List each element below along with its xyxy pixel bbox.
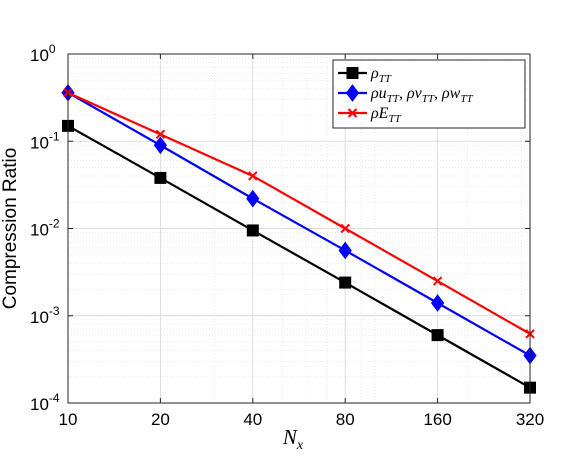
legend-entry: ρETT xyxy=(338,105,402,125)
data-point xyxy=(340,223,350,234)
legend-label: ρETT xyxy=(370,105,402,125)
series-layer xyxy=(61,83,537,394)
data-point xyxy=(246,224,259,237)
x-tick-label: 80 xyxy=(336,410,355,429)
x-tick-label: 160 xyxy=(423,410,451,429)
y-tick-label: 100 xyxy=(30,42,56,65)
legend-label: ρTT xyxy=(370,65,392,85)
y-tick-label: 10-3 xyxy=(30,304,60,327)
series-line xyxy=(67,91,531,335)
data-point xyxy=(432,276,443,286)
series-line xyxy=(67,91,531,357)
x-tick-label: 10 xyxy=(59,410,78,429)
y-tick-label: 10-2 xyxy=(30,217,60,240)
series xyxy=(62,119,536,394)
data-point xyxy=(430,294,445,312)
y-tick-label: 10-4 xyxy=(30,391,60,414)
axis-labels: 10 20 40 80 160 320 10-4 10-3 10-2 10-1 100 Compres… xyxy=(0,42,544,453)
data-point xyxy=(345,84,360,102)
y-axis-label: Compression Ratio xyxy=(0,148,21,310)
data-point xyxy=(153,136,168,155)
data-point xyxy=(154,171,167,184)
x-tick-label: 40 xyxy=(243,410,262,429)
data-point xyxy=(339,276,352,289)
ticks xyxy=(67,53,531,404)
legend-entry: ρTT xyxy=(338,65,392,85)
data-point xyxy=(338,241,352,260)
data-point xyxy=(346,67,359,79)
data-point xyxy=(246,189,260,208)
data-point xyxy=(431,329,444,342)
x-axis-label: Nx xyxy=(282,425,304,453)
data-point xyxy=(155,129,166,140)
grid xyxy=(67,53,531,404)
data-point xyxy=(347,108,358,118)
y-tick-label: 10-1 xyxy=(30,129,60,152)
data-point xyxy=(248,171,258,181)
legend-label: ρuTT, ρvTT, ρwTT xyxy=(370,85,473,105)
series-line xyxy=(67,124,531,389)
legend-entry: ρuTT, ρvTT, ρwTT xyxy=(338,84,473,105)
x-tick-label: 320 xyxy=(516,410,544,429)
x-tick-label: 20 xyxy=(151,410,170,429)
